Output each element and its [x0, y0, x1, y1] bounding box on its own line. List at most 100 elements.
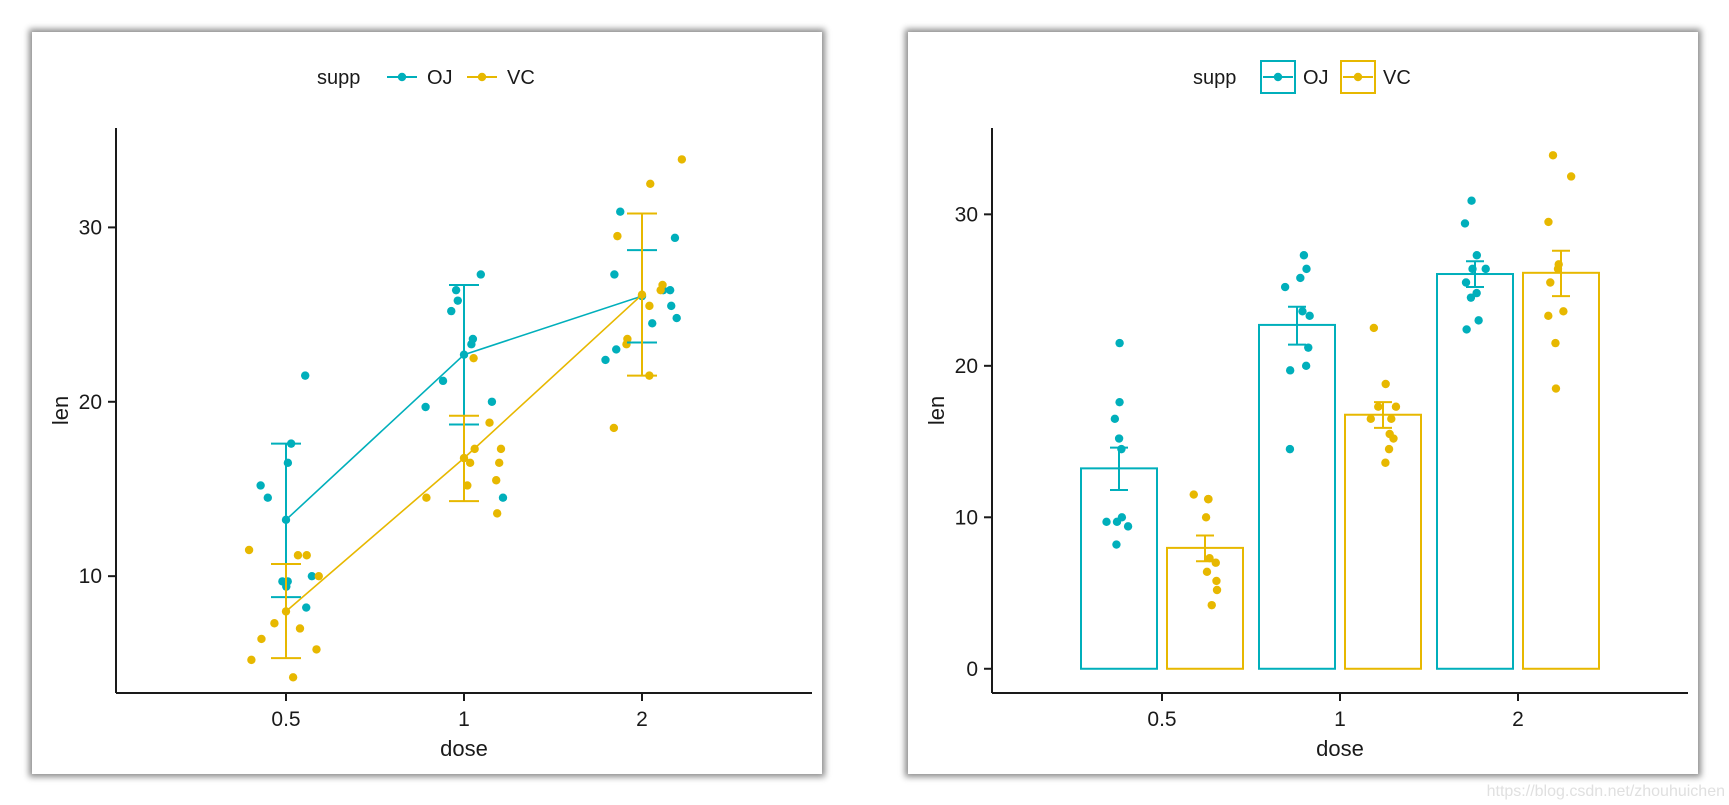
data-point-oj [610, 270, 619, 279]
legend-label-vc: VC [1383, 67, 1411, 89]
bar-chart: 0 10 20 30 0.5 1 2 dose len supp OJ VC [924, 60, 1688, 761]
data-point-oj [1298, 307, 1307, 316]
data-point-vc [1391, 402, 1401, 411]
data-point-oj [438, 376, 448, 386]
x-tick-label: 2 [1512, 708, 1524, 731]
data-point-vc [485, 418, 494, 427]
data-point-oj [1301, 361, 1311, 371]
x-tick-label: 1 [458, 708, 470, 731]
data-point-vc [1202, 567, 1212, 577]
data-point-vc [1551, 338, 1560, 348]
y-axis-title: len [924, 396, 949, 425]
data-point-oj [1114, 434, 1124, 443]
x-tick-label: 0.5 [271, 708, 300, 731]
bar-vc [1522, 271, 1600, 670]
data-point-oj [1299, 251, 1309, 260]
bar-oj [1080, 467, 1158, 670]
legend-title: supp [317, 67, 360, 89]
data-point-oj [263, 493, 272, 502]
data-point-vc [492, 476, 501, 485]
data-point-oj [283, 458, 293, 468]
data-point-oj [616, 207, 625, 216]
data-point-vc [463, 481, 472, 490]
data-point-vc [1544, 311, 1553, 321]
data-point-oj [307, 571, 317, 581]
data-point-vc [257, 634, 266, 644]
x-axis-title: dose [1316, 736, 1364, 761]
data-point-vc [422, 493, 431, 502]
data-point-oj [1474, 316, 1483, 325]
data-point-vc [1546, 278, 1555, 287]
data-point-oj [1472, 288, 1481, 298]
data-point-vc [613, 231, 622, 241]
data-point-vc [1212, 576, 1221, 586]
data-point-vc [1189, 490, 1198, 499]
data-point-oj [447, 306, 456, 316]
data-point-oj [451, 285, 461, 295]
y-tick-label: 20 [79, 391, 102, 414]
bar-chart-panel: 0 10 20 30 0.5 1 2 dose len supp OJ VC [908, 32, 1698, 774]
data-point-vc [1366, 414, 1375, 424]
data-point-vc [1381, 458, 1390, 467]
data-point-vc [646, 179, 655, 189]
data-point-oj [302, 603, 311, 612]
data-point-oj [1285, 444, 1295, 454]
legend-label-oj: OJ [1303, 67, 1329, 89]
data-point-oj [1280, 282, 1290, 292]
bar-vc [1166, 546, 1244, 670]
data-point-vc [465, 458, 475, 468]
data-point-oj [1305, 311, 1314, 321]
data-point-vc [314, 571, 323, 581]
y-tick-label: 20 [955, 355, 978, 378]
x-tick-label: 1 [1334, 708, 1346, 731]
data-point-oj [612, 345, 621, 354]
data-point-oj [1115, 338, 1124, 348]
data-point-vc [609, 423, 619, 433]
data-point-vc [1211, 558, 1220, 567]
data-point-oj [421, 402, 430, 412]
data-point-vc [1207, 600, 1216, 610]
data-point-vc [677, 155, 687, 164]
data-point-vc [645, 301, 654, 311]
legend-key-point-oj [397, 72, 407, 82]
legend-key-box-vc [1340, 60, 1376, 94]
data-point-oj [1466, 293, 1476, 302]
data-point-vc [492, 509, 502, 518]
data-point-oj [1110, 414, 1120, 424]
data-point-vc [293, 551, 303, 560]
data-point-vc [1212, 585, 1222, 595]
data-point-vc [1387, 414, 1396, 424]
data-point-oj [1472, 251, 1482, 260]
y-tick-label: 30 [955, 203, 978, 226]
data-point-oj [498, 493, 508, 502]
bar-vc [1344, 413, 1422, 670]
mean-point-oj [281, 515, 291, 525]
data-point-oj [665, 285, 675, 295]
data-point-oj [476, 270, 485, 279]
data-point-vc [295, 624, 305, 633]
data-point-vc [1374, 402, 1383, 411]
x-tick-label: 2 [636, 708, 648, 731]
data-point-oj [1460, 219, 1470, 228]
data-point-oj [1467, 196, 1476, 205]
data-point-vc [302, 551, 311, 560]
data-point-oj [1481, 264, 1490, 274]
data-point-vc [1566, 172, 1576, 181]
data-point-vc [658, 280, 667, 290]
data-point-oj [283, 577, 292, 586]
x-tick-label: 0.5 [1147, 708, 1176, 731]
data-point-vc [469, 353, 478, 363]
y-tick-label: 10 [79, 565, 102, 588]
data-point-oj [670, 233, 680, 243]
data-point-vc [1201, 513, 1211, 522]
data-point-oj [1296, 273, 1305, 283]
data-point-vc [1551, 384, 1561, 393]
y-tick-label: 0 [966, 658, 978, 681]
data-point-oj [1302, 264, 1311, 274]
legend-key-point-vc [477, 72, 487, 82]
data-point-vc [1559, 307, 1568, 316]
data-point-oj [1123, 522, 1133, 531]
mean-point-vc [637, 290, 647, 299]
data-point-oj [1112, 517, 1122, 527]
bar-oj [1258, 323, 1336, 670]
